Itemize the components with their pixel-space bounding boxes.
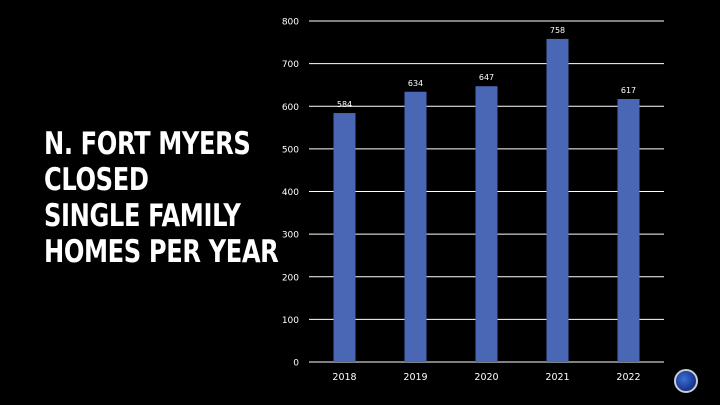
- title-line-1: N. FORT MYERS: [44, 126, 251, 162]
- data-label: 647: [479, 73, 494, 82]
- title-line-2: CLOSED: [44, 162, 149, 198]
- data-label: 758: [550, 26, 565, 35]
- bar: [617, 99, 640, 362]
- bar: [475, 86, 498, 362]
- y-tick-label: 600: [282, 103, 299, 113]
- y-tick-label: 200: [282, 273, 299, 283]
- bar: [333, 113, 356, 362]
- globe-logo-icon: [674, 369, 698, 393]
- x-tick-label: 2018: [332, 372, 356, 383]
- data-label: 584: [337, 100, 352, 109]
- y-tick-label: 400: [282, 188, 299, 198]
- title-line-3: SINGLE FAMILY: [44, 198, 241, 234]
- y-tick-label: 500: [282, 145, 299, 155]
- y-tick-label: 700: [282, 60, 299, 70]
- data-label: 634: [408, 79, 423, 88]
- data-label: 617: [621, 86, 636, 95]
- x-tick-label: 2021: [545, 372, 569, 383]
- x-tick-label: 2020: [474, 372, 498, 383]
- y-tick-label: 100: [282, 316, 299, 326]
- y-tick-label: 800: [282, 18, 299, 28]
- bar: [546, 38, 569, 363]
- y-tick-label: 0: [293, 359, 299, 369]
- y-tick-label: 300: [282, 231, 299, 241]
- x-tick-label: 2022: [616, 372, 640, 383]
- bar: [404, 91, 427, 362]
- x-tick-label: 2019: [403, 372, 427, 383]
